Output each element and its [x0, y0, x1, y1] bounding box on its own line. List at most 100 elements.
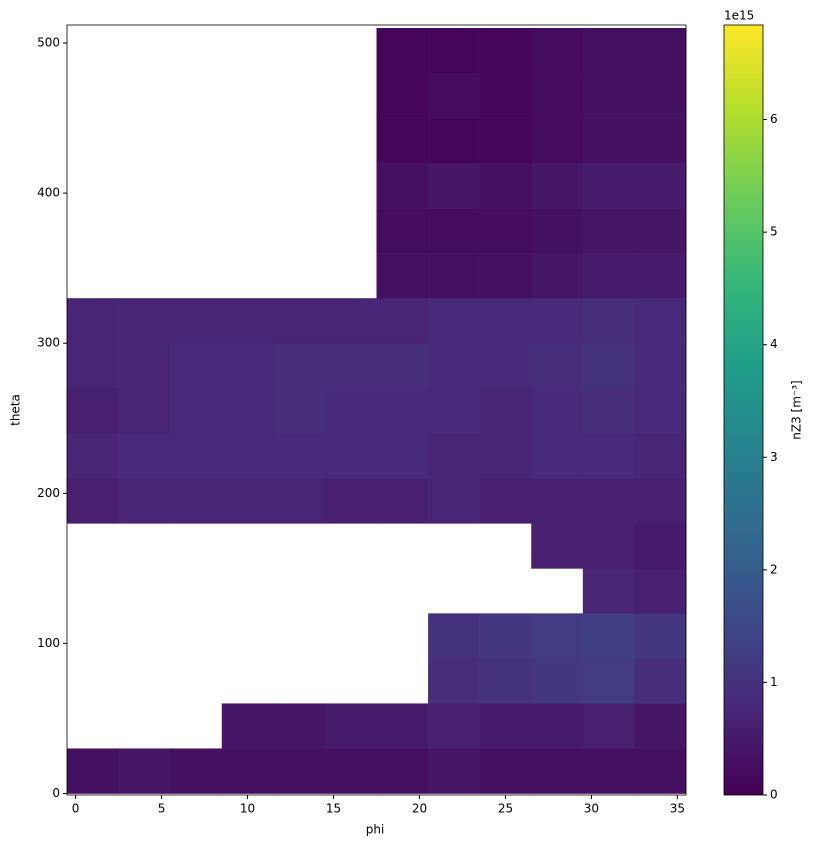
heatmap-cell [118, 433, 171, 479]
heatmap-cell [376, 253, 429, 299]
heatmap-cell [376, 703, 429, 749]
heatmap-cell [428, 478, 480, 524]
heatmap-cell [479, 433, 532, 479]
heatmap-cell [479, 748, 532, 794]
heatmap-cell [582, 748, 635, 794]
heatmap-cell [634, 568, 687, 614]
heatmap-cell [634, 118, 687, 164]
heatmap-cell [634, 208, 687, 254]
heatmap-cell [531, 658, 584, 704]
heatmap-cell [170, 388, 223, 434]
y-tick-label: 200 [37, 486, 60, 500]
heatmap-cell [428, 613, 480, 659]
heatmap-cell [273, 298, 326, 344]
heatmap-cell [582, 613, 635, 659]
heatmap-cell [170, 433, 223, 479]
y-tick-label: 500 [37, 36, 60, 50]
heatmap-cell [324, 343, 377, 389]
heatmap-cell [582, 523, 635, 569]
x-tick-label: 25 [498, 802, 513, 816]
heatmap-cell [582, 388, 635, 434]
x-tick-label: 30 [584, 802, 599, 816]
heatmap-cell [531, 253, 584, 299]
x-tick-label: 10 [240, 802, 255, 816]
heatmap-cell [324, 703, 377, 749]
heatmap-cell [582, 163, 635, 209]
heatmap-cell [273, 748, 326, 794]
heatmap-cell [324, 748, 377, 794]
heatmap-cell [376, 388, 429, 434]
heatmap-cell [582, 433, 635, 479]
heatmap-cell [428, 28, 480, 74]
colorbar-tick-label: 1 [770, 675, 778, 689]
heatmap-cell [376, 433, 429, 479]
heatmap-cell [67, 478, 119, 524]
heatmap-cell [324, 478, 377, 524]
colorbar-tick-label: 6 [770, 112, 778, 126]
y-tick-label: 100 [37, 636, 60, 650]
heatmap-cell [582, 28, 635, 74]
heatmap-cell [67, 748, 119, 794]
heatmap-cell [531, 208, 584, 254]
heatmap-cell [634, 388, 687, 434]
heatmap-cell [118, 478, 171, 524]
heatmap-cell [170, 748, 223, 794]
x-tick-label: 5 [158, 802, 166, 816]
heatmap-cell [428, 748, 480, 794]
colorbar-tick-label: 0 [770, 788, 778, 802]
heatmap-cell [273, 388, 326, 434]
colorbar-tick-label: 5 [770, 225, 778, 239]
colorbar-tick-label: 3 [770, 450, 778, 464]
heatmap-cell [634, 478, 687, 524]
heatmap-cell [221, 748, 274, 794]
colorbar-offset: 1e15 [724, 9, 754, 23]
x-axis-label: phi [366, 823, 385, 837]
heatmap-cell [118, 298, 171, 344]
heatmap-cell [118, 343, 171, 389]
heatmap-cell [582, 298, 635, 344]
y-axis-label: theta [9, 394, 23, 426]
heatmap-cell [273, 433, 326, 479]
heatmap-cell [531, 388, 584, 434]
heatmap-cell [376, 478, 429, 524]
heatmap-cell [479, 208, 532, 254]
heatmap-cell [479, 613, 532, 659]
heatmap-cell [428, 118, 480, 164]
heatmap-cell [67, 388, 119, 434]
y-tick-label: 0 [52, 786, 60, 800]
colorbar-tick-label: 4 [770, 337, 778, 351]
heatmap-cell [221, 298, 274, 344]
heatmap-cell [582, 73, 635, 119]
heatmap-cell [634, 253, 687, 299]
heatmap-cell [67, 343, 119, 389]
heatmap-cell [428, 433, 480, 479]
heatmap-cell [170, 478, 223, 524]
heatmap-cell [428, 298, 480, 344]
heatmap-cell [479, 298, 532, 344]
heatmap-cell [428, 388, 480, 434]
heatmap-cell [634, 73, 687, 119]
heatmap-cell [324, 433, 377, 479]
heatmap-cell [273, 343, 326, 389]
heatmap-cell [531, 433, 584, 479]
heatmap-cell [479, 163, 532, 209]
heatmap-cell [634, 703, 687, 749]
heatmap-cell [479, 478, 532, 524]
heatmap-cell [479, 388, 532, 434]
heatmap-cell [67, 433, 119, 479]
heatmap-cell [634, 163, 687, 209]
heatmap-cell [479, 118, 532, 164]
heatmap-cell [479, 28, 532, 74]
heatmap-cell [221, 388, 274, 434]
x-tick-label: 15 [326, 802, 341, 816]
heatmap-cell [479, 343, 532, 389]
heatmap-cell [582, 568, 635, 614]
heatmap-cell [634, 658, 687, 704]
heatmap-cell [582, 253, 635, 299]
heatmap-cell [376, 208, 429, 254]
heatmap-cell [221, 433, 274, 479]
heatmap-cell [531, 163, 584, 209]
heatmap-cell [376, 748, 429, 794]
heatmap-cell [582, 658, 635, 704]
colorbar-tick-label: 2 [770, 562, 778, 576]
